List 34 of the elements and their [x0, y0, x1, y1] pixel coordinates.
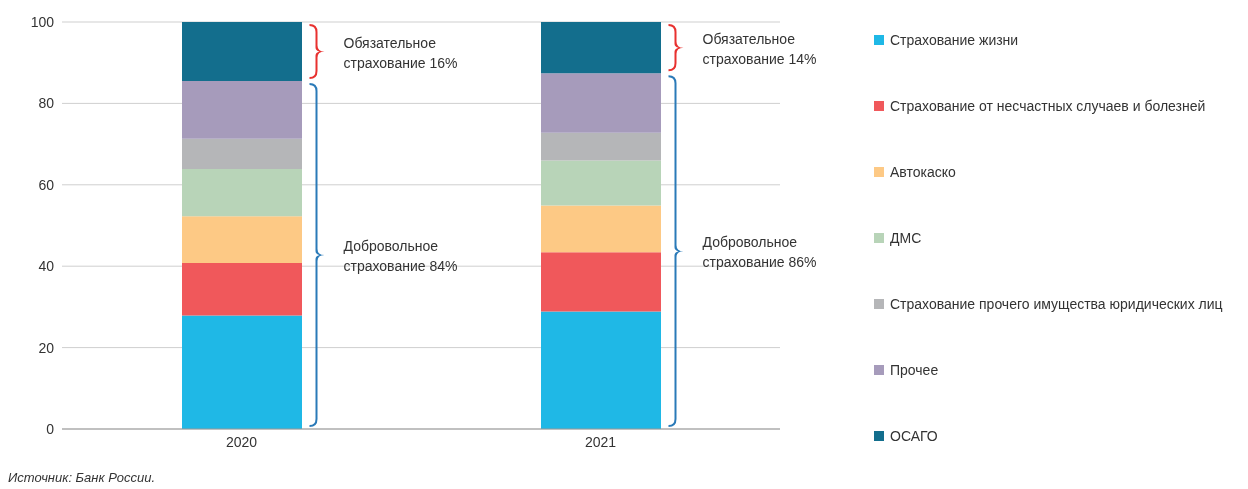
annotation: Обязательное страхование 14%	[702, 30, 817, 67]
legend-label: ДМС	[890, 230, 922, 246]
bar	[541, 73, 661, 133]
bar	[541, 205, 661, 253]
bar	[182, 22, 302, 82]
bar	[541, 311, 661, 429]
bar	[182, 262, 302, 316]
legend-label: Страхование жизни	[890, 32, 1019, 48]
legend-label: Страхование от несчастных случаев и болезней	[890, 98, 1206, 114]
text: Источник: Банк России.	[8, 470, 156, 485]
annotation: Обязательное страхование 16%	[343, 34, 458, 71]
bar	[182, 315, 302, 429]
bar	[182, 138, 302, 169]
legend-label: Страхование прочего имущества юридических лиц	[890, 296, 1223, 312]
y-tick-label: 20	[38, 339, 55, 356]
bar	[541, 252, 661, 312]
legend-label: Прочее	[890, 362, 939, 378]
bar	[541, 22, 661, 74]
bar	[541, 132, 661, 161]
x-tick-label: 2021	[584, 433, 617, 450]
y-tick-label: 80	[38, 95, 55, 112]
bar	[182, 81, 302, 139]
annotation: Добровольное страхование 84%	[343, 238, 458, 275]
bar	[182, 168, 302, 217]
y-tick-label: 40	[38, 258, 55, 275]
y-tick-label: 0	[46, 420, 55, 437]
x-tick-label: 2020	[225, 433, 258, 450]
legend-label: Автокаско	[890, 164, 956, 180]
bar	[541, 160, 661, 206]
legend-label: ОСАГО	[890, 428, 938, 444]
y-tick-label: 100	[30, 13, 55, 30]
annotation: Добровольное страхование 86%	[702, 234, 817, 271]
bar	[182, 216, 302, 263]
y-tick-label: 60	[38, 176, 55, 193]
